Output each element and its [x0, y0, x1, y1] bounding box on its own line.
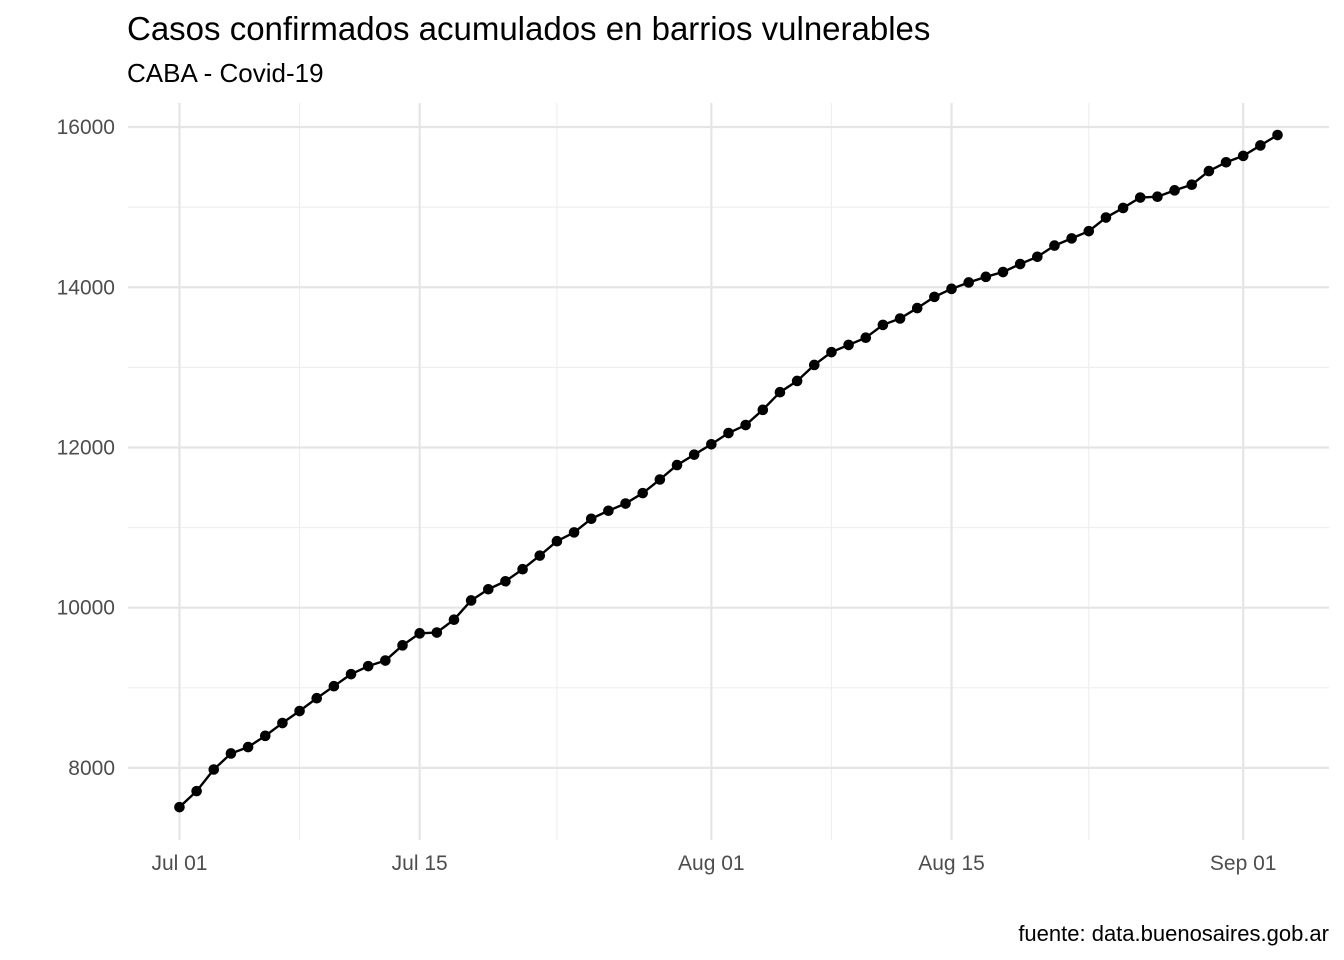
data-point	[568, 527, 580, 538]
data-point	[1134, 192, 1146, 203]
data-point	[929, 291, 940, 303]
grid	[128, 103, 1329, 840]
data-point	[448, 614, 460, 626]
data-point	[1203, 165, 1215, 177]
data-point	[911, 302, 923, 314]
data-point	[894, 313, 906, 324]
data-point	[311, 692, 323, 704]
data-point	[483, 583, 494, 595]
chart-subtitle: CABA - Covid-19	[127, 58, 324, 88]
data-point	[637, 487, 649, 499]
data-point	[1152, 191, 1163, 203]
data-point	[1100, 212, 1112, 223]
data-point	[259, 730, 271, 742]
data-point	[774, 386, 786, 398]
data-point	[551, 535, 563, 547]
data-point	[397, 640, 408, 651]
x-tick-label: Aug 01	[678, 852, 745, 875]
data-point	[1186, 179, 1198, 191]
data-point	[380, 655, 391, 666]
x-axis: Jul 01 Jul 15 Aug 01 Aug 15 Sep 01	[151, 852, 1276, 875]
data-point	[1083, 225, 1095, 237]
data-point	[500, 575, 511, 587]
data-point	[688, 449, 700, 460]
data-point	[208, 764, 220, 775]
series-line	[178, 134, 1279, 809]
data-point	[362, 660, 374, 672]
data-point	[860, 332, 872, 344]
data-point	[1272, 129, 1283, 141]
data-point	[1032, 251, 1043, 263]
data-point	[1237, 150, 1249, 162]
data-point	[1255, 140, 1266, 151]
data-point	[654, 474, 666, 485]
data-point	[277, 717, 288, 729]
data-point	[517, 563, 528, 575]
data-point	[1049, 240, 1060, 251]
data-point	[1220, 156, 1232, 168]
chart-caption: fuente: data.buenosaires.gob.ar	[1018, 921, 1329, 946]
data-point	[706, 438, 717, 450]
data-point	[997, 266, 1009, 278]
data-point	[671, 459, 683, 471]
data-point	[757, 404, 769, 416]
y-tick-label: 16000	[57, 116, 115, 139]
data-point	[603, 505, 614, 517]
data-point	[242, 741, 254, 753]
y-tick-label: 12000	[57, 436, 115, 459]
y-tick-label: 8000	[68, 757, 115, 780]
x-tick-label: Jul 15	[392, 852, 448, 875]
x-tick-label: Sep 01	[1210, 852, 1277, 875]
data-point	[465, 595, 477, 606]
data-point	[431, 627, 443, 638]
data-point	[946, 283, 957, 295]
data-point	[585, 513, 597, 525]
data-point	[740, 419, 751, 431]
data-point	[534, 550, 546, 561]
data-point	[225, 748, 237, 759]
data-point	[1014, 258, 1026, 270]
data-point	[345, 668, 357, 680]
y-tick-label: 10000	[57, 597, 115, 620]
x-tick-label: Aug 15	[918, 852, 985, 875]
data-point	[963, 277, 974, 288]
data-point	[980, 271, 992, 283]
data-point	[1169, 185, 1180, 196]
y-axis: 8000 10000 12000 14000 16000	[57, 116, 115, 780]
data-point	[328, 680, 340, 692]
chart-title: Casos confirmados acumulados en barrios …	[127, 10, 930, 47]
data-point	[843, 339, 854, 351]
data-point	[826, 346, 837, 358]
data-point	[723, 427, 734, 439]
data-point	[791, 375, 803, 387]
data-point	[808, 359, 820, 371]
data-point	[414, 628, 425, 639]
data-point	[174, 801, 185, 813]
data-point	[1117, 202, 1129, 214]
data-point	[294, 705, 305, 717]
data-point	[191, 785, 202, 797]
series-layer	[174, 129, 1283, 813]
data-point	[620, 498, 631, 509]
data-point	[877, 319, 889, 331]
data-point	[1066, 233, 1077, 244]
y-tick-label: 14000	[57, 276, 115, 299]
x-tick-label: Jul 01	[151, 852, 207, 875]
